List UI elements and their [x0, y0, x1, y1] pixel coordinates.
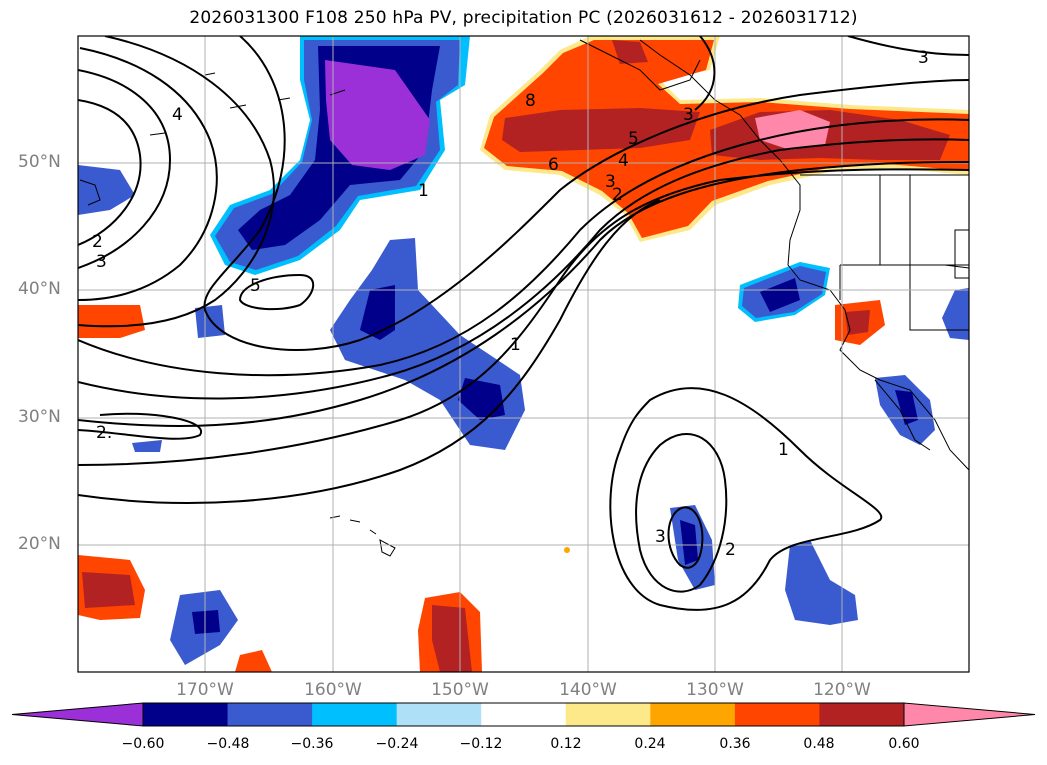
contour-label: 3: [683, 105, 694, 125]
map-plot: 4 2 3 5 1 2. 8 6 5 4 3 2 3 1 1 3 2 3: [77, 35, 970, 673]
colorbar-tick: −0.24: [375, 736, 419, 752]
colorbar-extend-min: [11, 702, 144, 727]
lat-label-40n: 40°N: [18, 279, 61, 299]
colorbar-segment: [650, 703, 736, 726]
contour-label: 3: [605, 172, 616, 192]
coastlines: [579, 39, 969, 471]
positive-anomaly-fields: [78, 36, 969, 672]
lon-label-150w: 150°W: [431, 680, 489, 700]
lon-label-130w: 130°W: [686, 680, 744, 700]
colorbar-tick: −0.36: [290, 736, 334, 752]
contour-labels: 4 2 3 5 1 2. 8 6 5 4 3 2 3 1 1 3 2 3: [92, 48, 929, 560]
lat-label-50n: 50°N: [18, 152, 61, 172]
colorbar-segment: [227, 703, 313, 726]
contour-label: 5: [250, 276, 261, 296]
lon-label-170w: 170°W: [176, 680, 234, 700]
gridlines: [78, 36, 969, 672]
colorbar-segment: [565, 703, 651, 726]
colorbar-segment: [396, 703, 482, 726]
contour-label: 1: [418, 181, 429, 201]
contour-label: 4: [172, 105, 183, 125]
colorbar-segment: [819, 703, 905, 726]
lat-label-20n: 20°N: [18, 534, 61, 554]
colorbar-tick: 0.36: [719, 736, 751, 752]
map-frame: [77, 35, 970, 673]
colorbar-segment: [312, 703, 398, 726]
contour-label: 8: [525, 91, 536, 111]
contour-label: 3: [655, 527, 666, 547]
colorbar-tick: 0.24: [634, 736, 666, 752]
colorbar-segment: [143, 703, 229, 726]
lon-label-140w: 140°W: [559, 680, 617, 700]
contour-label: 5: [628, 129, 639, 149]
colorbar-extend-max: [903, 702, 1036, 727]
contour-label: 4: [618, 151, 629, 171]
contour-label: 2: [612, 185, 623, 205]
contour-label: 2: [92, 232, 103, 252]
contour-label: 3: [96, 252, 107, 272]
colorbar-tick: −0.12: [459, 736, 503, 752]
colorbar-tick: 0.60: [888, 736, 920, 752]
contour-label: 6: [548, 155, 559, 175]
colorbar-segment: [481, 703, 567, 726]
colorbar-tick: −0.48: [206, 736, 250, 752]
contour-label: 1: [510, 335, 521, 355]
contour-label: 1: [778, 440, 789, 460]
colorbar-segment: [734, 703, 820, 726]
colorbar-tick: 0.12: [550, 736, 582, 752]
contour-label: 2: [725, 540, 736, 560]
lon-label-160w: 160°W: [304, 680, 362, 700]
map-title: 2026031300 F108 250 hPa PV, precipitatio…: [189, 8, 858, 28]
contour-label: 3: [918, 48, 929, 68]
lat-label-30n: 30°N: [18, 407, 61, 427]
contour-label: 2.: [96, 423, 112, 443]
colorbar-tick: −0.60: [121, 736, 165, 752]
pv-contours: [78, 36, 969, 611]
negative-anomaly-fields: [78, 36, 969, 665]
colorbar-tick: 0.48: [803, 736, 835, 752]
lon-label-120w: 120°W: [813, 680, 871, 700]
